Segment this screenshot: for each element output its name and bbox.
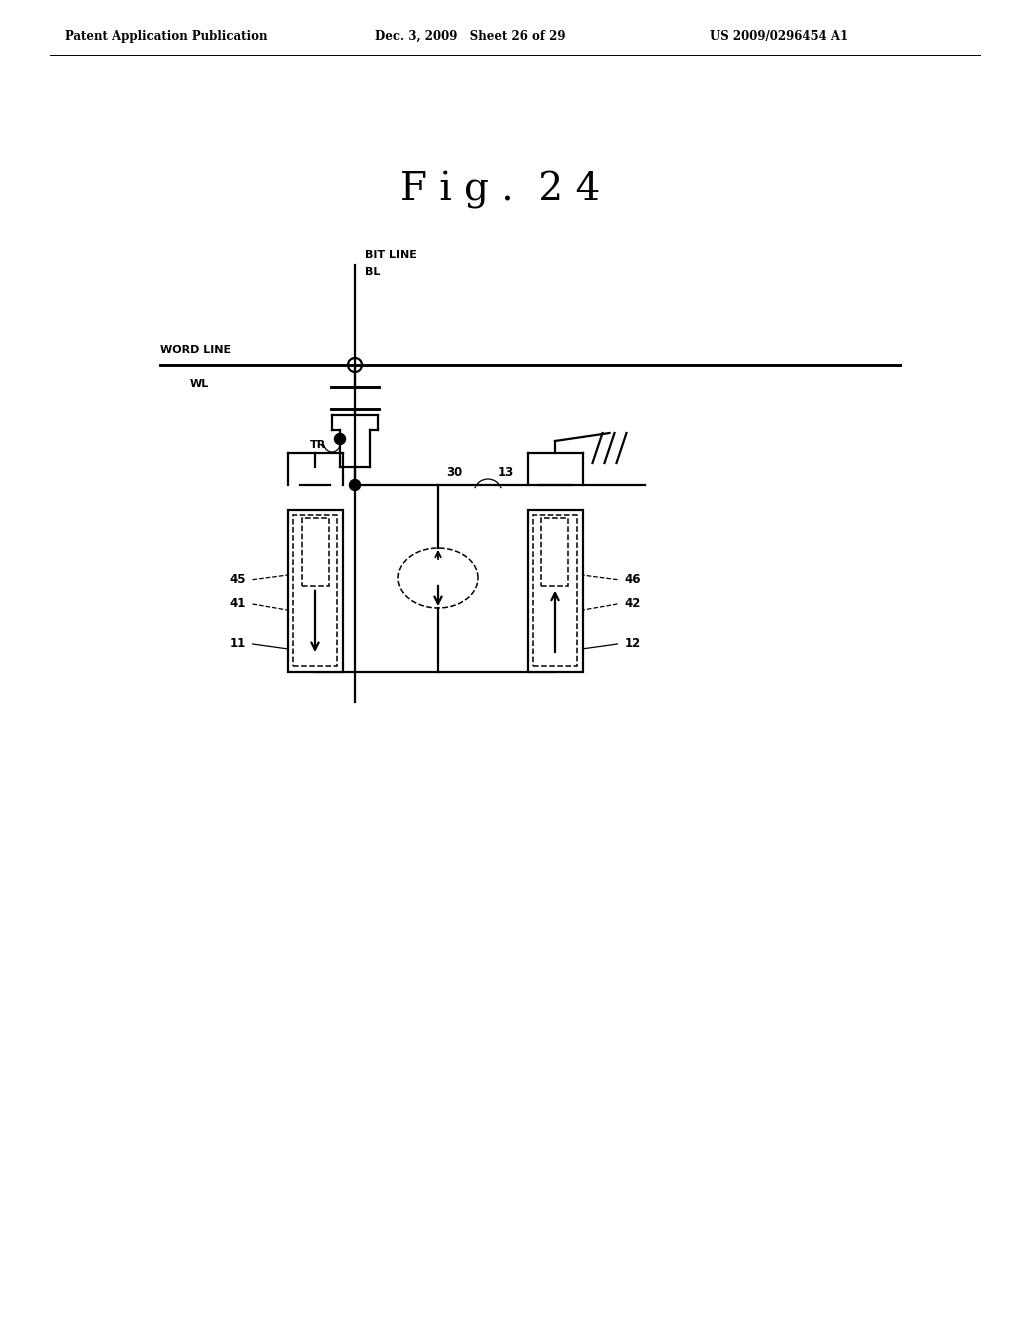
Text: 42: 42 — [625, 598, 641, 610]
Text: BIT LINE: BIT LINE — [365, 249, 417, 260]
Bar — [542, 517, 568, 586]
Text: Patent Application Publication: Patent Application Publication — [65, 30, 267, 44]
Bar — [293, 516, 337, 667]
Bar — [534, 516, 577, 667]
Text: WORD LINE: WORD LINE — [160, 345, 231, 355]
Circle shape — [335, 433, 345, 445]
Text: F i g .  2 4: F i g . 2 4 — [399, 172, 600, 209]
Text: 41: 41 — [229, 598, 246, 610]
Bar — [288, 510, 342, 672]
Text: 13: 13 — [498, 466, 514, 479]
Text: TR: TR — [309, 440, 326, 450]
Text: 11: 11 — [229, 638, 246, 651]
Circle shape — [349, 479, 360, 491]
Text: 30: 30 — [446, 466, 462, 479]
Text: US 2009/0296454 A1: US 2009/0296454 A1 — [710, 30, 848, 44]
Text: 45: 45 — [229, 573, 246, 586]
Text: 12: 12 — [625, 638, 641, 651]
Text: WL: WL — [190, 379, 209, 389]
Text: BL: BL — [365, 267, 380, 277]
Bar — [301, 517, 329, 586]
Text: Dec. 3, 2009   Sheet 26 of 29: Dec. 3, 2009 Sheet 26 of 29 — [375, 30, 565, 44]
Text: 46: 46 — [625, 573, 641, 586]
Bar — [527, 510, 583, 672]
